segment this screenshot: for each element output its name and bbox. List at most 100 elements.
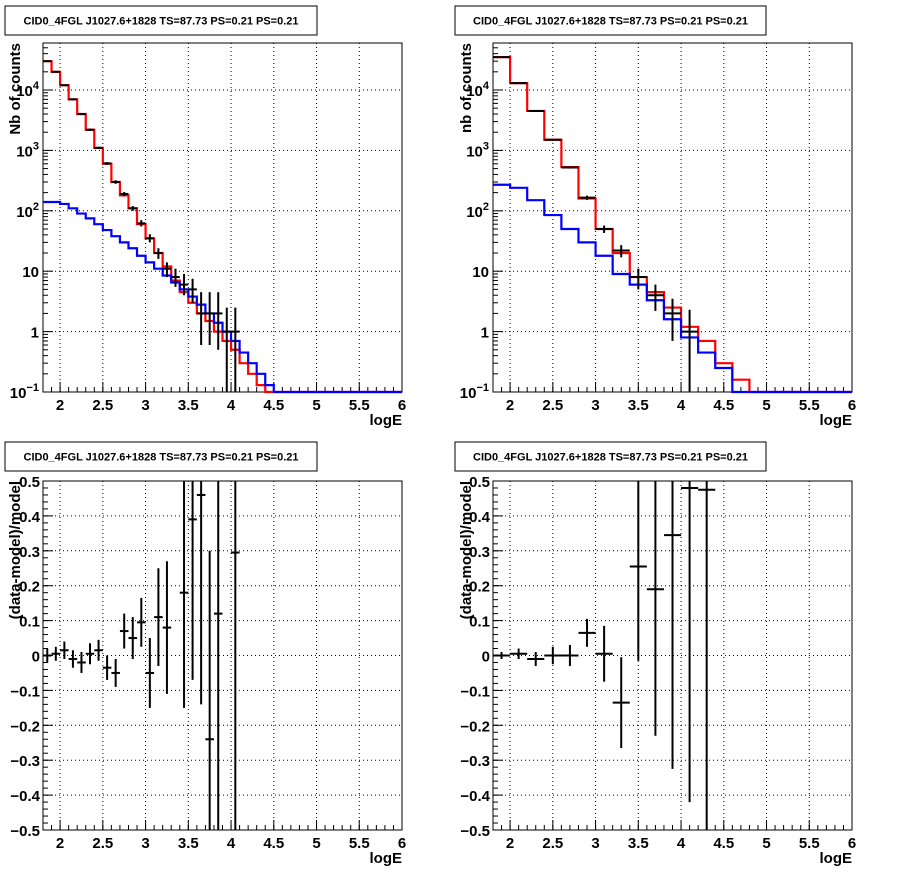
x-tick-label: 3 [141, 835, 149, 852]
x-tick-label: 2.5 [542, 835, 563, 852]
y-tick-label: 1 [481, 325, 489, 342]
data-point [43, 60, 52, 63]
y-axis-label: (data-model)/model [7, 481, 24, 619]
y-tick-label: 104 [466, 80, 490, 100]
residual-point [544, 646, 562, 665]
x-tick-label: 4.5 [263, 835, 284, 852]
data-point [663, 298, 682, 341]
data-point [196, 292, 206, 345]
y-axis-label: nb of counts [458, 43, 475, 133]
y-tick-label: 0 [482, 649, 490, 666]
chart-panel-3: CID0_4FGL J1027.6+1828 TS=87.73 PS=0.21 … [4, 441, 406, 867]
data-point [231, 307, 240, 392]
residual-point [188, 481, 197, 680]
x-tick-label: 2.5 [92, 835, 113, 852]
x-tick-label: 3.5 [628, 397, 649, 414]
x-tick-label: 3 [591, 397, 599, 414]
y-tick-label: 1 [31, 325, 39, 342]
data-point [561, 166, 579, 169]
data-point [137, 220, 146, 227]
residual-point [94, 639, 103, 661]
title-box [4, 5, 318, 36]
x-tick-label: 4 [227, 835, 236, 852]
data-point [145, 234, 155, 243]
x-axis-label: logE [820, 412, 853, 429]
x-tick-label: 4 [677, 835, 686, 852]
chart-panel-2: CID0_4FGL J1027.6+1828 TS=87.73 PS=0.21 … [454, 5, 856, 429]
residual-point [162, 561, 172, 694]
residual-point [68, 650, 78, 668]
y-tick-label: 0 [32, 649, 40, 666]
residual-point [231, 481, 240, 830]
y-tick-label: 0.2 [469, 579, 490, 596]
residual-point [578, 618, 596, 647]
x-tick-label: 4.5 [713, 835, 734, 852]
x-tick-label: 5 [312, 397, 320, 414]
x-axis-label: logE [820, 850, 853, 867]
chart-panel-4: CID0_4FGL J1027.6+1828 TS=87.73 PS=0.21 … [454, 441, 856, 867]
data-point [527, 109, 545, 112]
x-tick-label: 3.5 [178, 397, 199, 414]
series-histogram [43, 60, 402, 394]
residual-point [145, 638, 155, 708]
data-point [188, 278, 197, 303]
y-tick-label: 10−1 [460, 382, 489, 402]
data-point [102, 162, 112, 165]
y-tick-label: −0.1 [460, 683, 490, 700]
y-tick-label: 0.1 [19, 614, 40, 631]
y-tick-label: 104 [16, 80, 40, 100]
y-tick-label: −0.5 [10, 823, 40, 840]
y-tick-label: 0.5 [469, 474, 490, 491]
x-tick-label: 6 [848, 397, 856, 414]
y-tick-label: −0.2 [460, 718, 490, 735]
data-point [162, 262, 172, 278]
x-tick-label: 4.5 [713, 397, 734, 414]
residual-point [510, 648, 528, 659]
residual-point [493, 652, 511, 659]
x-tick-label: 5.5 [799, 397, 820, 414]
data-point [205, 292, 214, 345]
y-tick-label: 103 [16, 140, 39, 160]
data-point [681, 309, 699, 392]
y-tick-label: −0.5 [460, 823, 490, 840]
title-box [4, 441, 318, 472]
data-point [60, 84, 69, 87]
chart-panel-1: CID0_4FGL J1027.6+1828 TS=87.73 PS=0.21 … [4, 5, 406, 429]
x-tick-label: 3.5 [178, 835, 199, 852]
data-point [629, 268, 647, 290]
residual-point [119, 613, 129, 649]
x-tick-label: 5.5 [799, 835, 820, 852]
data-point [222, 307, 232, 392]
data-point [612, 245, 630, 258]
series-histogram [43, 200, 402, 394]
x-tick-label: 3 [141, 397, 149, 414]
residual-point [102, 655, 112, 680]
residual-point [111, 658, 120, 687]
residual-point [612, 657, 630, 748]
y-tick-label: 0.3 [469, 544, 490, 561]
residual-point [698, 481, 716, 830]
x-tick-label: 2.5 [542, 397, 563, 414]
title-box [454, 5, 767, 36]
residual-point [629, 481, 647, 661]
y-tick-label: 10 [22, 264, 39, 281]
y-tick-label: 10−1 [10, 382, 39, 402]
y-tick-label: 0.5 [19, 474, 40, 491]
y-axis-label: Nb of counts [7, 43, 24, 135]
x-tick-label: 4.5 [263, 397, 284, 414]
x-tick-label: 6 [398, 835, 406, 852]
residual-point [561, 645, 579, 666]
y-tick-label: 10 [472, 264, 489, 281]
data-point [94, 146, 103, 150]
data-point [154, 248, 163, 259]
data-point [493, 56, 511, 59]
y-axis-label: (data-model)/model [458, 481, 475, 619]
y-tick-label: −0.1 [10, 683, 40, 700]
x-tick-label: 6 [398, 397, 406, 414]
x-tick-label: 3.5 [628, 835, 649, 852]
data-point [578, 195, 596, 200]
x-tick-label: 2 [506, 835, 514, 852]
chart-title: CID0_4FGL J1027.6+1828 TS=87.73 PS=0.21 … [473, 452, 748, 464]
residual-point [43, 648, 52, 663]
